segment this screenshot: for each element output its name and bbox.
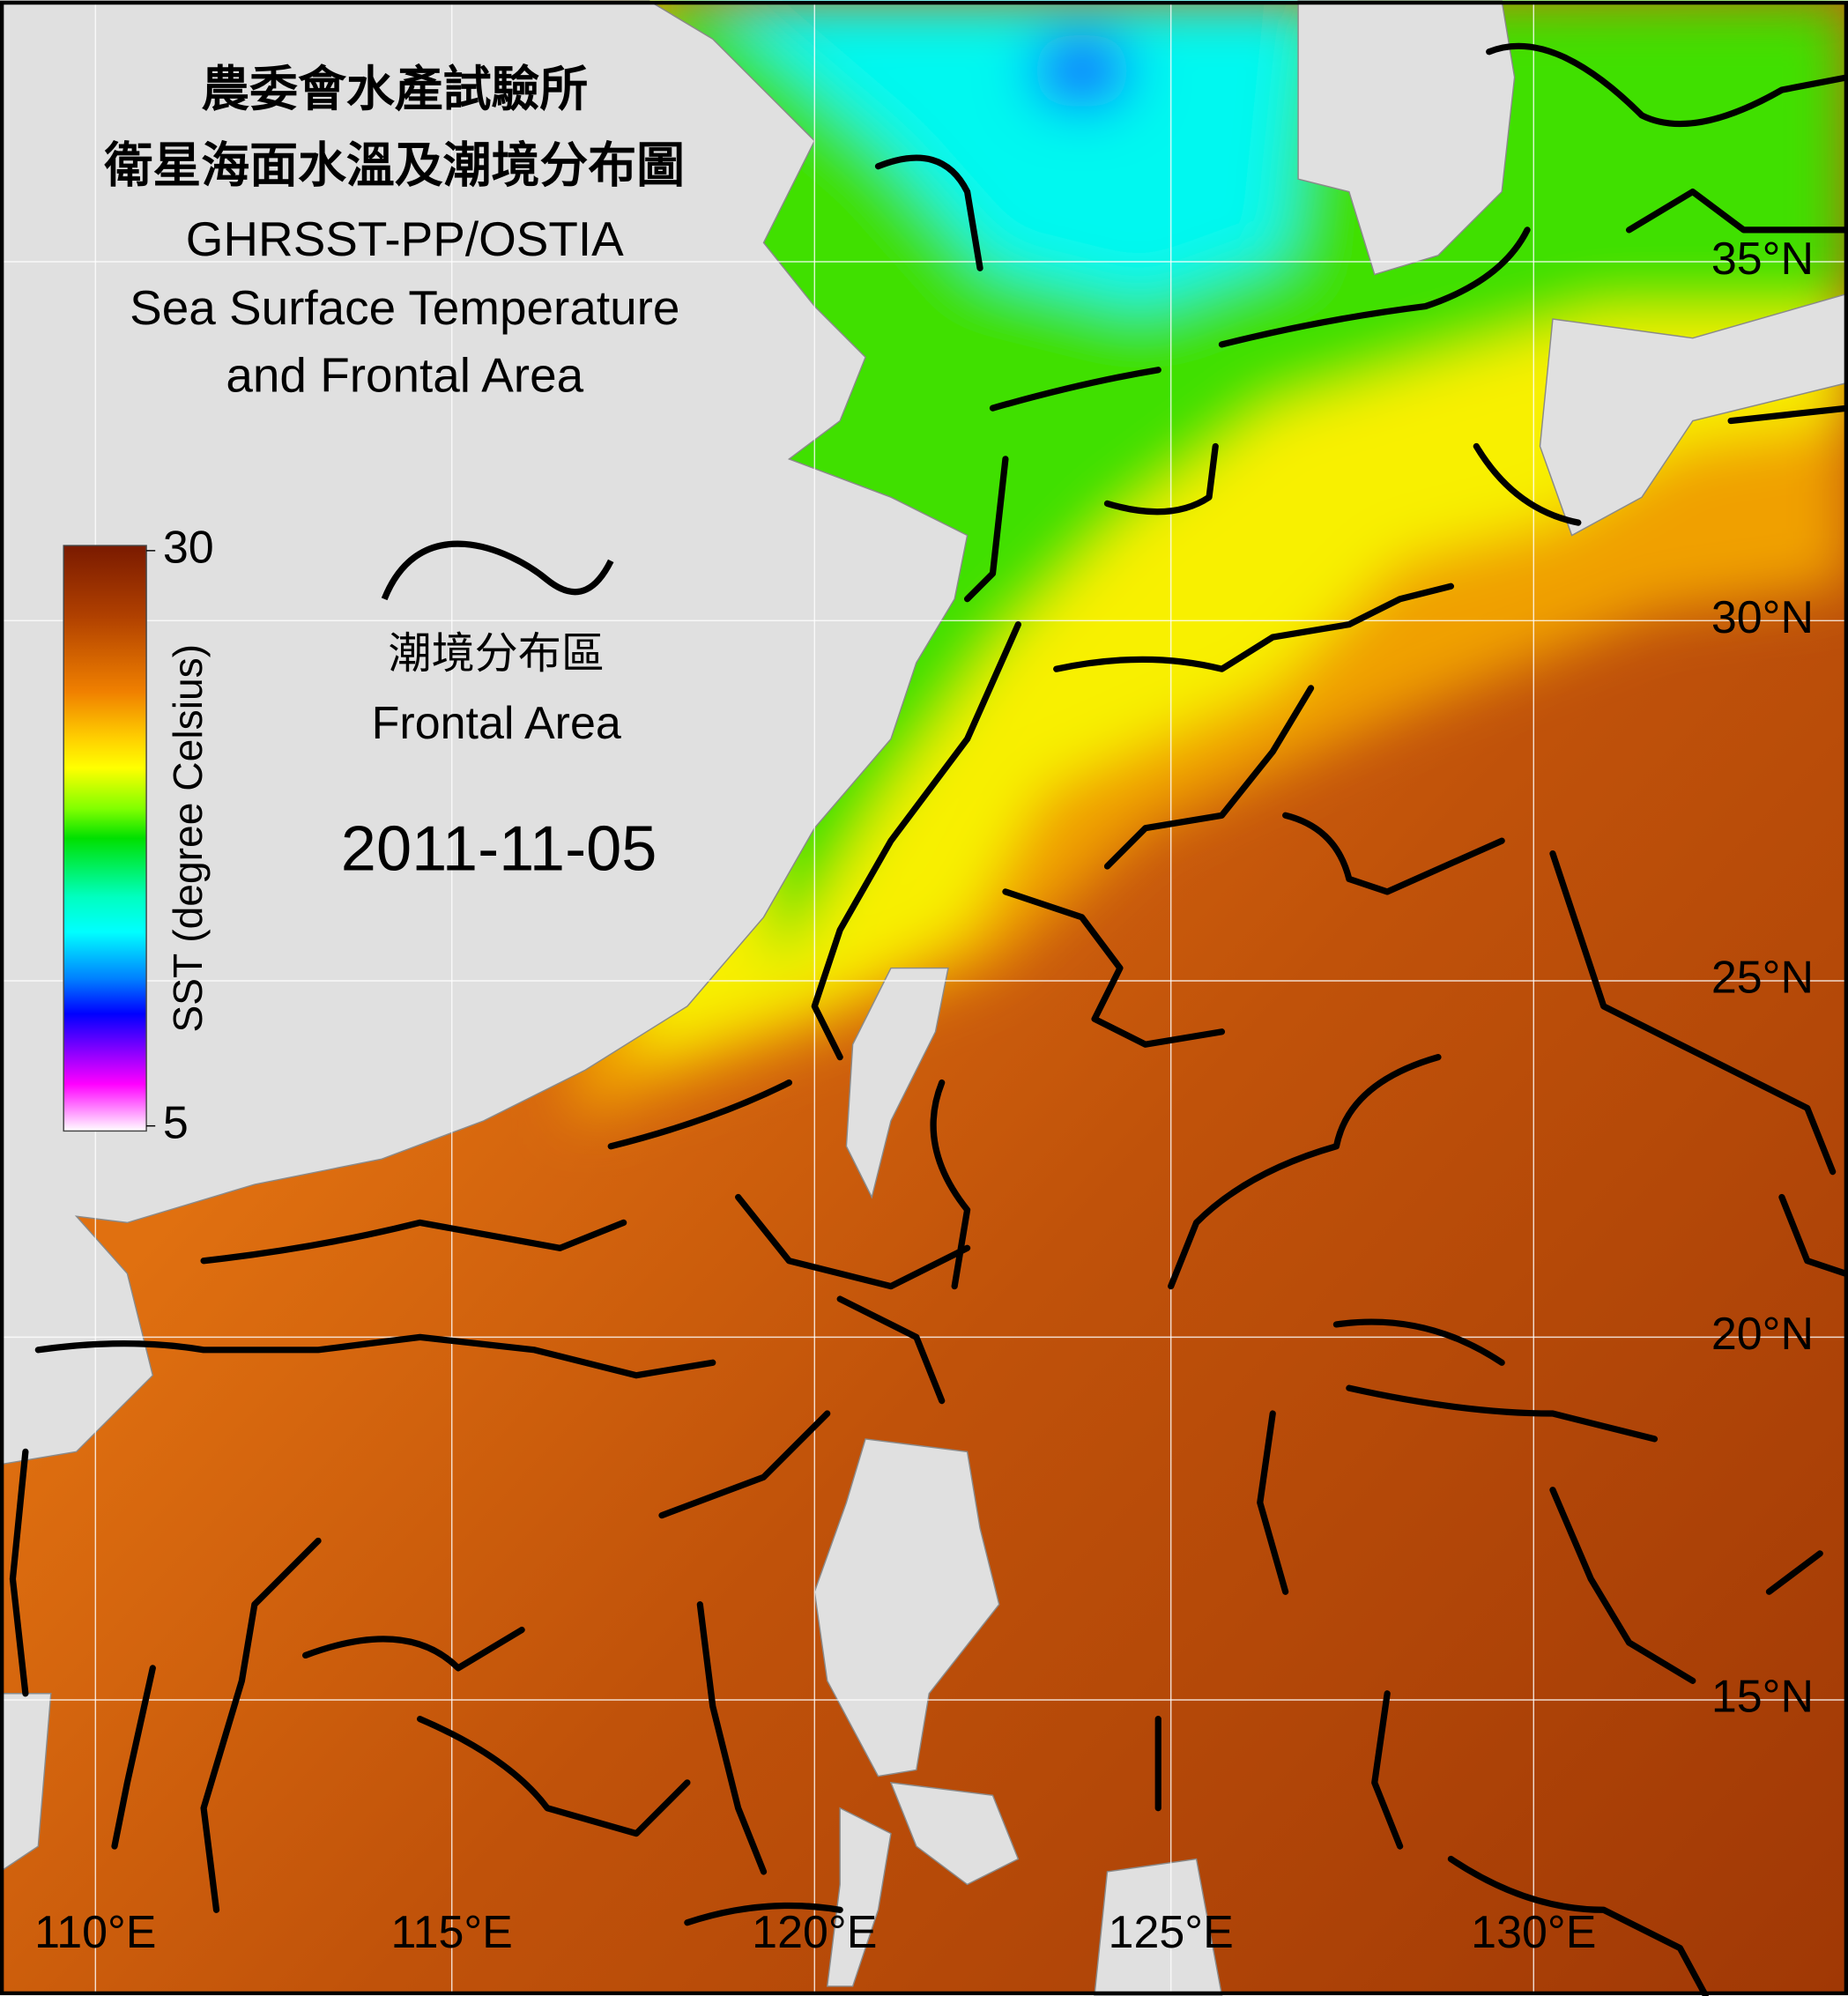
lon-label: 125°E <box>1109 1907 1234 1958</box>
front <box>1371 1690 1404 1850</box>
vietnam <box>0 1693 52 1873</box>
front <box>1625 188 1848 234</box>
japan <box>1539 293 1848 537</box>
front <box>658 1410 831 1519</box>
front <box>200 1219 627 1265</box>
front <box>1218 226 1531 348</box>
front <box>1765 1550 1823 1595</box>
lat-label: 25°N <box>1711 953 1814 1004</box>
front <box>1447 1855 1709 1996</box>
front <box>1473 442 1582 526</box>
lat-label: 30°N <box>1711 592 1814 643</box>
front <box>696 1601 768 1875</box>
korea <box>1297 0 1516 276</box>
front <box>416 1716 691 1837</box>
front <box>1727 404 1848 425</box>
colorbar-ramp <box>63 545 147 1132</box>
taiwan <box>845 967 949 1199</box>
front <box>989 367 1161 412</box>
title-line: Sea Surface Temperature <box>130 280 679 335</box>
front <box>811 621 1021 1061</box>
lon-label: 130°E <box>1471 1907 1596 1958</box>
front <box>607 1079 793 1150</box>
front <box>1486 42 1848 128</box>
fronts <box>9 42 1848 1996</box>
front <box>1103 442 1219 516</box>
front <box>302 1626 525 1672</box>
legend-front-symbol <box>381 540 614 601</box>
front <box>1332 1318 1505 1366</box>
front <box>930 1079 971 1290</box>
front <box>1778 1193 1848 1277</box>
title-block: 農委會水產試驗所 衛星海面水溫及潮境分布圖 GHRSST-PP/OSTIA Se… <box>103 61 685 402</box>
front <box>1002 888 1226 1048</box>
date: 2011-11-05 <box>341 814 657 885</box>
sst-cold-spot <box>1030 33 1133 109</box>
front <box>1549 850 1837 1176</box>
lat-label: 20°N <box>1711 1309 1814 1360</box>
front <box>1168 1054 1442 1290</box>
mainland <box>0 0 969 1465</box>
front <box>9 1448 29 1697</box>
front <box>1346 1384 1659 1443</box>
front <box>1549 1487 1696 1684</box>
lat-label: 15°N <box>1711 1672 1814 1723</box>
palawan <box>826 1807 892 1987</box>
front <box>963 456 1009 603</box>
front <box>1103 685 1315 870</box>
colorbar-tick-label: 5 <box>163 1097 189 1148</box>
colorbar-label: SST (degree Celsius) <box>165 644 211 1033</box>
title-line: 衛星海面水溫及潮境分布圖 <box>103 137 685 194</box>
front <box>836 1295 946 1405</box>
front <box>34 1333 716 1379</box>
title-line: and Frontal Area <box>226 347 583 402</box>
title-line: 農委會水產試驗所 <box>201 61 588 117</box>
lon-label: 110°E <box>34 1907 156 1958</box>
colorbar-tick-label: 30 <box>163 523 214 574</box>
latitude-labels: 35°N 30°N 25°N 20°N 15°N <box>1711 234 1814 1723</box>
longitude-labels: 110°E 115°E 120°E 125°E 130°E <box>34 1907 1596 1958</box>
front <box>684 1902 843 1926</box>
front <box>1257 1410 1289 1595</box>
lat-label: 35°N <box>1711 234 1814 285</box>
front <box>1282 812 1505 895</box>
legend-label: Frontal Area <box>372 698 621 749</box>
lon-label: 115°E <box>391 1907 513 1958</box>
sst-cyan <box>712 0 1311 307</box>
sst-green <box>636 0 1848 968</box>
front <box>200 1537 322 1913</box>
colorbar: SST (degree Celsius) 30 5 <box>63 523 214 1148</box>
luzon <box>813 1438 1000 1777</box>
philippine-islands <box>889 1781 1020 1886</box>
front <box>1053 582 1455 672</box>
legend: 潮境分布區 Frontal Area <box>372 540 621 749</box>
lon-label: 120°E <box>752 1907 877 1958</box>
front <box>111 1665 156 1850</box>
front <box>874 154 983 271</box>
legend-label: 潮境分布區 <box>389 627 605 679</box>
title-line: GHRSST-PP/OSTIA <box>186 211 624 266</box>
front <box>735 1193 971 1290</box>
